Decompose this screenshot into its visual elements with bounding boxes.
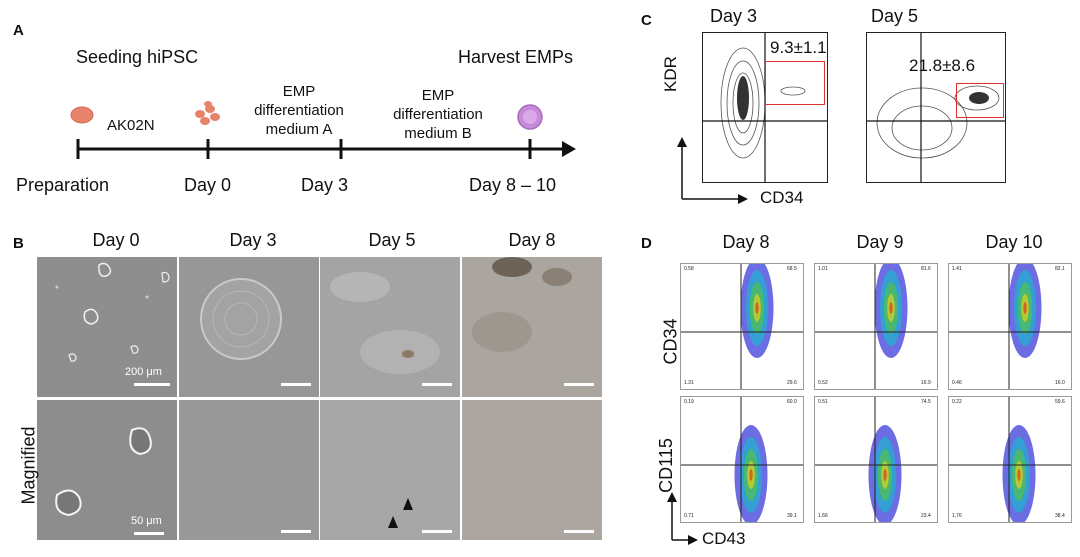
flow-density-plot-cd34-1: 0.58 68.5 1.31 29.6 [680,263,804,390]
flow-plot-day3 [702,32,828,183]
panel-d-letter: D [641,235,652,252]
micrograph-day0-magnified: 50 μm [37,400,177,540]
scale-bar [281,530,311,533]
gate-value-day5: 21.8±8.6 [909,56,976,75]
cd34-row-label: CD34 [660,318,681,365]
cd34-axis-label: CD34 [760,188,804,207]
emp-cell-icon [517,104,543,130]
quadrant-value: 60.0 [787,399,797,405]
quadrant-value: 29.6 [787,380,797,386]
timepoint-day0: Day 0 [184,175,232,195]
panel-b-col-day0: Day 0 [92,230,140,250]
cd115-row-label: CD115 [655,438,676,493]
single-cell-icon [70,106,94,124]
quadrant-value: 16.9 [921,380,931,386]
scale-bar [564,530,594,533]
panel-d-axis-arrows [667,492,698,545]
arrowhead-marker-icon [388,516,398,528]
quadrant-value: 0.22 [952,399,962,405]
panel-b-col-day8: Day 8 [508,230,556,250]
scale-bar [134,383,170,386]
micrograph-day5-magnified [320,400,460,540]
quadrant-value: 38.4 [1055,513,1065,519]
quadrant-value: 0.46 [952,380,962,386]
quadrant-value: 82.1 [1055,266,1065,272]
quadrant-value: 0.52 [818,380,828,386]
timeline-arrowhead [562,141,576,157]
quadrant-value: 0.51 [818,399,828,405]
kdr-axis-label: KDR [661,56,680,92]
quadrant-value: 1.31 [684,380,694,386]
seeding-label: Seeding hiPSC [76,47,199,67]
scale-bar [422,530,452,533]
micrograph-day3-magnified [179,400,319,540]
quadrant-value: 1.76 [952,513,962,519]
micrograph-day0: 200 μm [37,257,177,397]
micrograph-day3 [179,257,319,397]
scale-bar [422,383,452,386]
panel-b-col-day3: Day 3 [229,230,277,250]
micrograph-day5 [320,257,460,397]
panel-d-col-day8: Day 8 [722,232,770,252]
scale-bar [281,383,311,386]
quadrant-value: 74.5 [921,399,931,405]
timeline-diagram [70,101,576,159]
magnified-row-label: Magnified [18,426,39,505]
arrowhead-marker-icon [403,498,413,510]
medium-a-label: EMP differentiation medium A [254,83,344,138]
quadrant-value: 0.58 [684,266,694,272]
quadrant-value: 16.0 [1055,380,1065,386]
quadrant-value: 1.01 [818,266,828,272]
quadrant-value: 23.4 [921,513,931,519]
scale-label-200: 200 μm [125,366,162,378]
timepoint-day3: Day 3 [301,175,349,195]
quadrant-value: 0.19 [684,399,694,405]
scale-label-50: 50 μm [131,515,162,527]
scale-bar [564,383,594,386]
panel-a-letter: A [13,22,24,39]
flow-plot-day5 [866,32,1006,183]
micrograph-day8 [462,257,602,397]
quadrant-value: 0.71 [684,513,694,519]
timepoint-day8-10: Day 8 – 10 [469,175,557,195]
ak02n-label: AK02N [107,117,155,134]
quadrant-value: 39.1 [787,513,797,519]
panel-c-day5-title: Day 5 [871,6,919,26]
gate-box [765,61,825,105]
gate-value-day3: 9.3±1.1 [770,38,827,57]
flow-density-plot-cd115-3: 0.22 59.6 1.76 38.4 [948,396,1072,523]
panel-b-letter: B [13,235,24,252]
quadrant-value: 68.5 [787,266,797,272]
harvest-label: Harvest EMPs [458,47,574,67]
cell-cluster-icon [195,101,220,125]
panel-d-col-day10: Day 10 [985,232,1043,252]
panel-b-col-day5: Day 5 [368,230,416,250]
gate-box [956,83,1004,118]
flow-density-plot-cd115-2: 0.51 74.5 1.66 23.4 [814,396,938,523]
panel-d-col-day9: Day 9 [856,232,904,252]
scale-bar [134,532,164,535]
timepoint-preparation: Preparation [16,175,110,195]
flow-density-plot-cd115-1: 0.19 60.0 0.71 39.1 [680,396,804,523]
panel-c-letter: C [641,12,652,29]
cd43-axis-label: CD43 [702,529,746,548]
quadrant-value: 1.41 [952,266,962,272]
panel-c-axis-arrows [677,137,748,204]
micrograph-day8-magnified [462,400,602,540]
quadrant-value: 1.66 [818,513,828,519]
flow-density-plot-cd34-2: 1.01 81.6 0.52 16.9 [814,263,938,390]
quadrant-value: 81.6 [921,266,931,272]
flow-density-plot-cd34-3: 1.41 82.1 0.46 16.0 [948,263,1072,390]
panel-c-day3-title: Day 3 [710,6,758,26]
quadrant-value: 59.6 [1055,399,1065,405]
medium-b-label: EMP differentiation medium B [393,87,483,142]
